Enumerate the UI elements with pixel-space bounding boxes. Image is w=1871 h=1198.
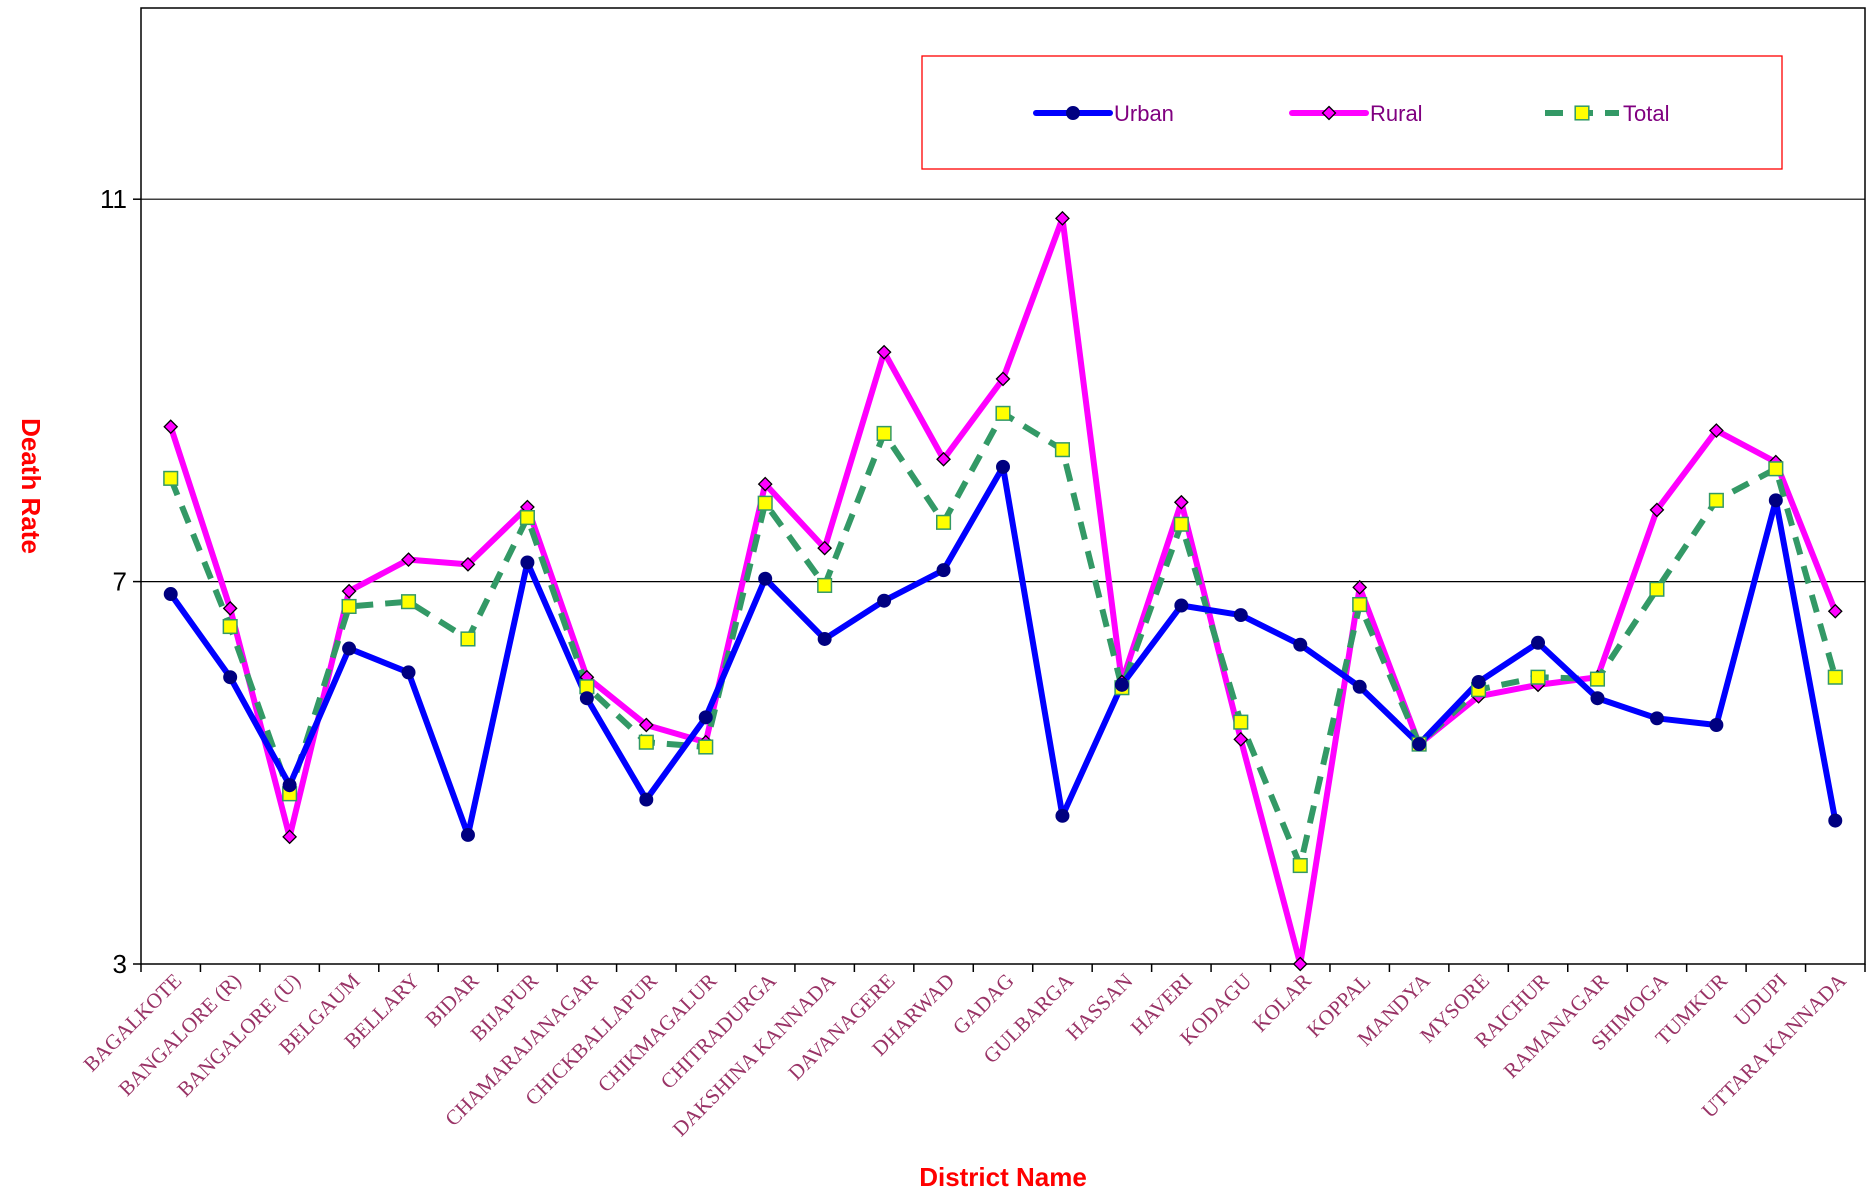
data-point-urban: [401, 665, 416, 680]
data-point-rural: [995, 371, 1011, 387]
data-point-total: [936, 514, 952, 530]
data-point-urban: [639, 792, 654, 807]
data-point-urban: [698, 710, 713, 725]
data-point-total: [1708, 492, 1724, 508]
data-point-rural: [1233, 731, 1249, 747]
data-point-urban: [1828, 813, 1843, 828]
data-point-urban: [1055, 808, 1070, 823]
data-point-urban: [460, 827, 475, 842]
data-point-total: [1173, 516, 1189, 532]
legend-marker-total: [1574, 105, 1590, 121]
data-point-urban: [1174, 598, 1189, 613]
data-point-urban: [579, 691, 594, 706]
data-point-total: [817, 577, 833, 593]
data-point-rural: [341, 583, 357, 599]
data-point-urban: [817, 631, 832, 646]
data-point-total: [519, 509, 535, 526]
data-point-rural: [876, 344, 892, 360]
data-point-total: [876, 425, 892, 441]
data-point-urban: [1590, 691, 1605, 706]
data-point-urban: [1412, 737, 1427, 752]
x-tick-label: HASSAN: [1061, 969, 1137, 1045]
data-point-rural: [817, 540, 833, 556]
data-point-total: [1589, 671, 1606, 687]
data-point-urban: [1352, 679, 1367, 694]
data-point-total: [1827, 669, 1843, 685]
data-point-rural: [1173, 494, 1189, 510]
x-tick-label: RAMANAGAR: [1499, 969, 1613, 1083]
series-line-rural: [167, 215, 1839, 967]
data-point-urban: [1709, 718, 1724, 732]
data-point-total: [400, 594, 417, 610]
data-point-urban: [163, 587, 178, 602]
data-point-rural: [936, 451, 951, 467]
data-point-urban: [877, 593, 892, 608]
y-axis-title: Death Rate: [16, 418, 46, 554]
series-line-urban: [167, 463, 1839, 838]
data-point-urban: [936, 563, 951, 578]
data-point-urban: [1233, 608, 1248, 623]
x-tick-label: DAVANAGERE: [783, 969, 899, 1085]
data-point-urban: [1114, 677, 1129, 692]
data-point-total: [1233, 714, 1249, 730]
data-point-rural: [282, 829, 298, 845]
data-point-urban: [1471, 674, 1486, 689]
y-tick-label: 11: [100, 184, 127, 214]
data-point-rural: [1708, 423, 1724, 438]
data-point-rural: [163, 419, 179, 435]
data-point-total: [1292, 857, 1308, 874]
data-point-rural: [1292, 956, 1308, 972]
data-point-total: [995, 405, 1011, 421]
legend-marker-rural: [1321, 105, 1337, 121]
data-point-urban: [282, 778, 297, 793]
data-point-urban: [758, 571, 773, 586]
data-point-urban: [223, 670, 238, 685]
legend-label-total: Total: [1623, 101, 1669, 126]
data-point-total: [698, 739, 714, 755]
data-point-total: [1054, 442, 1070, 458]
data-point-rural: [1352, 579, 1368, 595]
data-point-total: [460, 631, 476, 647]
data-point-total: [757, 495, 773, 511]
data-point-rural: [1055, 210, 1070, 226]
data-point-urban: [1768, 493, 1783, 508]
data-point-total: [1649, 581, 1665, 597]
data-point-total: [163, 470, 179, 486]
data-point-total: [1530, 669, 1546, 685]
data-point-urban: [1293, 637, 1308, 652]
data-point-total: [638, 734, 654, 750]
data-point-urban: [1649, 711, 1664, 726]
data-point-urban: [520, 555, 535, 570]
data-point-rural: [222, 600, 238, 616]
legend-label-urban: Urban: [1114, 101, 1174, 126]
data-point-rural: [1827, 603, 1843, 619]
data-point-rural: [638, 717, 654, 733]
data-point-total: [1352, 596, 1368, 613]
y-tick-label: 7: [113, 567, 127, 597]
legend-label-rural: Rural: [1370, 101, 1423, 126]
legend-marker-urban: [1066, 106, 1080, 120]
data-point-urban: [996, 459, 1010, 474]
data-point-total: [222, 618, 238, 635]
data-point-rural: [757, 476, 773, 492]
data-point-rural: [1649, 502, 1665, 518]
data-point-rural: [401, 552, 416, 568]
data-point-rural: [460, 556, 476, 572]
data-point-urban: [1531, 635, 1546, 650]
y-tick-label: 3: [113, 949, 127, 979]
data-point-total: [341, 598, 357, 615]
data-point-urban: [342, 641, 357, 656]
plot-area: [140, 7, 1866, 965]
x-axis-title: District Name: [919, 1162, 1087, 1192]
data-point-total: [1768, 461, 1784, 477]
